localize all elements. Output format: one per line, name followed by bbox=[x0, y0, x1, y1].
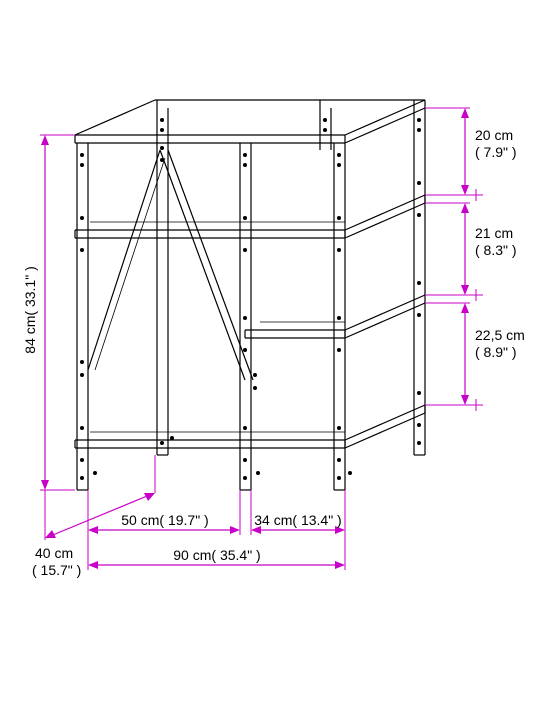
diagram-container: { "diagram": { "type": "technical-drawin… bbox=[0, 0, 540, 720]
dim-h2-a: 21 cm bbox=[475, 225, 513, 241]
shelf-diagram: 84 cm( 33.1" ) 40 cm ( 15.7" ) 50 cm( 19… bbox=[0, 0, 540, 720]
dim-width-right: 34 cm( 13.4" ) bbox=[254, 512, 341, 528]
dim-width-total: 90 cm( 35.4" ) bbox=[173, 547, 260, 563]
dim-width-left: 50 cm( 19.7" ) bbox=[121, 512, 208, 528]
dim-h3-a: 22,5 cm bbox=[475, 327, 525, 343]
dim-depth-2: ( 15.7" ) bbox=[32, 562, 81, 578]
dim-depth-1: 40 cm bbox=[35, 545, 73, 561]
dim-h3-b: ( 8.9" ) bbox=[475, 344, 517, 360]
dim-height-total: 84 cm( 33.1" ) bbox=[22, 266, 38, 353]
dim-h1-a: 20 cm bbox=[475, 127, 513, 143]
dim-h1-b: ( 7.9" ) bbox=[475, 144, 517, 160]
dim-h2-b: ( 8.3" ) bbox=[475, 242, 517, 258]
